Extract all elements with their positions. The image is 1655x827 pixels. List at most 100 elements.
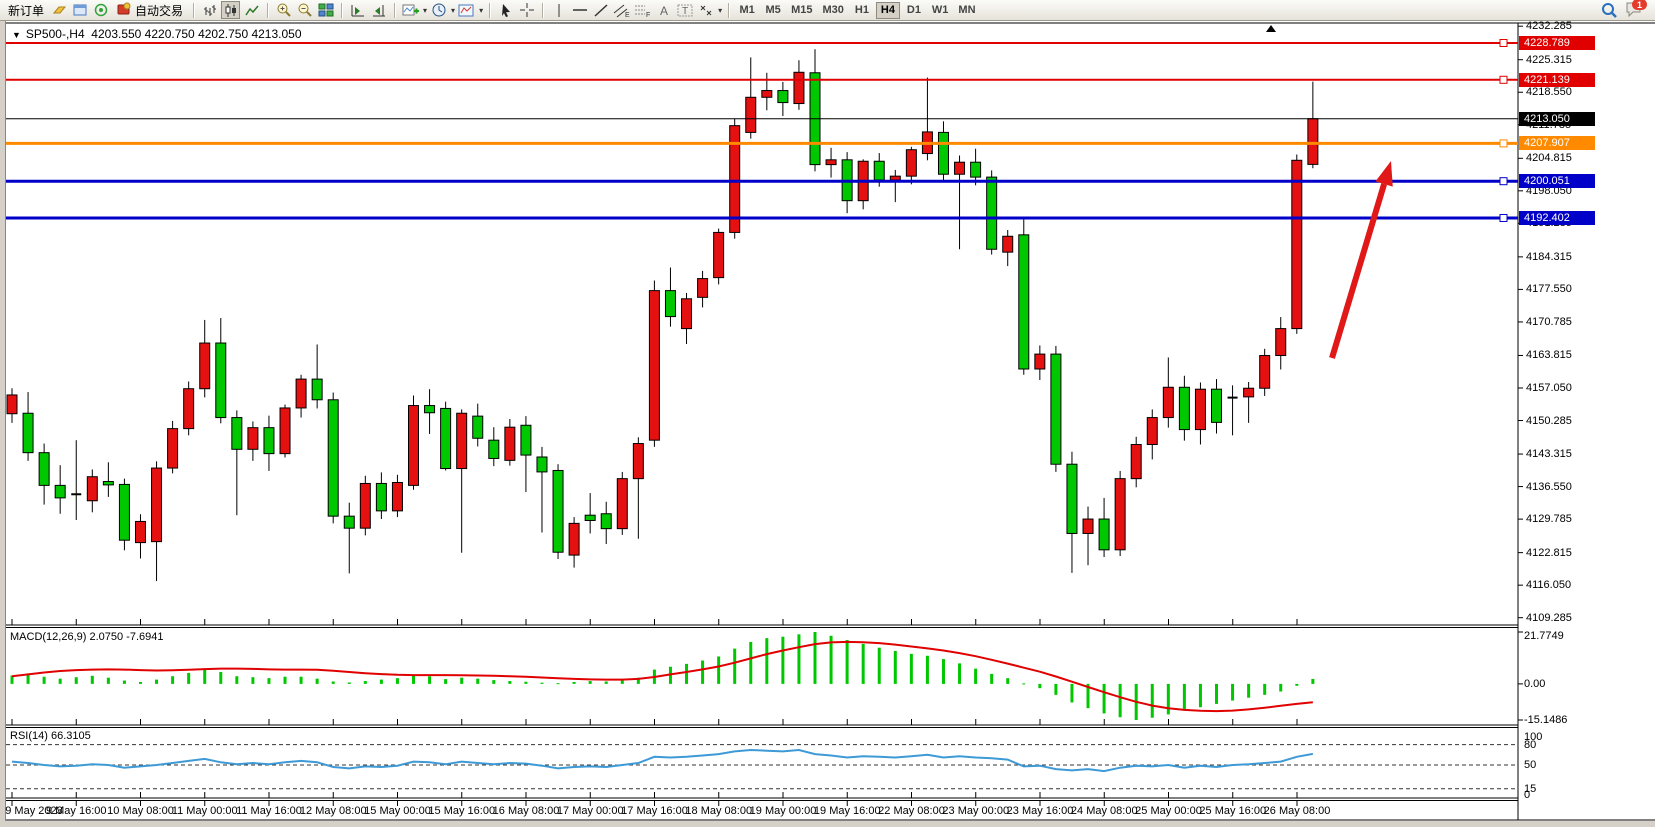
- metaeditor-icon[interactable]: [50, 1, 69, 19]
- svg-text:E: E: [625, 12, 630, 18]
- candle-body: [375, 482, 387, 512]
- price-tick-label: 4177.550: [1526, 283, 1572, 296]
- macd-histogram-bar: [283, 676, 287, 684]
- timeframe-m5-button[interactable]: M5: [765, 4, 781, 16]
- hline-handle[interactable]: [1499, 213, 1508, 222]
- add-indicator-caret-icon[interactable]: ▾: [423, 5, 428, 15]
- timeframe-m15-button[interactable]: M15: [791, 4, 813, 16]
- template-icon[interactable]: [457, 1, 476, 19]
- line-chart-icon[interactable]: [242, 1, 261, 19]
- trendline-tool-icon[interactable]: [591, 1, 610, 19]
- zoom-in-icon[interactable]: [274, 1, 293, 19]
- timeframe-m30-button[interactable]: M30: [822, 4, 844, 16]
- candle-body: [954, 161, 966, 175]
- candle-body: [215, 342, 227, 419]
- candle-body: [745, 96, 757, 133]
- add-indicator-icon[interactable]: [401, 1, 420, 19]
- macd-histogram-bar: [733, 648, 737, 684]
- macd-histogram-bar: [171, 676, 175, 684]
- macd-histogram-bar: [604, 681, 608, 684]
- notifications-chat-icon[interactable]: 1: [1625, 0, 1647, 19]
- price-tick-label: 4184.315: [1526, 250, 1572, 263]
- candle-body: [825, 159, 837, 166]
- candle-body: [986, 176, 998, 250]
- autotrading-button[interactable]: 自动交易: [113, 1, 187, 19]
- candle-body: [1162, 386, 1174, 419]
- collapse-chart-icon[interactable]: ▼: [12, 30, 21, 40]
- timeframe-h4-button[interactable]: H4: [875, 1, 900, 19]
- bar-chart-icon[interactable]: [200, 1, 219, 19]
- macd-histogram-bar: [122, 680, 126, 684]
- macd-histogram-bar: [1150, 683, 1154, 718]
- arrows-tool-icon[interactable]: [696, 1, 715, 19]
- candle-body: [970, 161, 982, 178]
- zoom-out-icon[interactable]: [295, 1, 314, 19]
- autotrading-icon: [117, 2, 132, 18]
- candle-body: [1050, 353, 1062, 465]
- vertical-line-tool-icon[interactable]: [549, 1, 568, 19]
- hline-handle[interactable]: [1499, 139, 1508, 148]
- price-tick-label: 4163.815: [1526, 349, 1572, 362]
- periods-caret-icon[interactable]: ▾: [451, 5, 456, 15]
- new-order-button[interactable]: 新订单: [4, 1, 48, 19]
- auto-scroll-icon[interactable]: [369, 1, 388, 19]
- candle-body: [488, 439, 500, 459]
- candle-body: [1098, 518, 1110, 551]
- timeframe-mn-button[interactable]: MN: [958, 4, 976, 16]
- rsi-axis-label: 100: [1524, 731, 1543, 743]
- text-tool-icon[interactable]: A: [654, 1, 673, 19]
- timeframe-d1-button[interactable]: D1: [906, 4, 921, 16]
- candle-body: [1066, 463, 1078, 534]
- macd-histogram-bar: [1215, 683, 1218, 704]
- hline-handle[interactable]: [1499, 75, 1508, 84]
- time-label: 17 May 16:00: [621, 805, 688, 817]
- timeframe-h1-button[interactable]: H1: [854, 4, 869, 16]
- price-tick-label: 4143.315: [1526, 448, 1572, 461]
- candle-body: [1034, 353, 1046, 370]
- price-tick-label: 4225.315: [1526, 53, 1572, 66]
- macd-histogram-bar: [845, 640, 849, 684]
- macd-histogram-bar: [379, 679, 383, 684]
- crosshair-icon[interactable]: [517, 1, 536, 19]
- autotrading-label: 自动交易: [135, 3, 184, 18]
- trend-arrow-shaft[interactable]: [1329, 183, 1387, 359]
- macd-histogram-bar: [1247, 683, 1251, 698]
- time-label: 22 May 08:00: [878, 805, 945, 817]
- candle-body: [391, 481, 403, 512]
- search-icon[interactable]: [1600, 1, 1619, 19]
- macd-histogram-bar: [1198, 683, 1202, 708]
- timeframe-m1-button[interactable]: M1: [739, 4, 755, 16]
- text-label-tool-icon[interactable]: T: [675, 1, 694, 19]
- chart-end-marker-icon[interactable]: [1266, 25, 1276, 32]
- quote-ohlc: 4203.550 4220.750 4202.750 4213.050: [91, 27, 302, 41]
- tile-windows-icon[interactable]: [316, 1, 335, 19]
- macd-histogram-bar: [861, 643, 865, 684]
- hline-handle[interactable]: [1499, 39, 1508, 47]
- macd-histogram-bar: [1102, 683, 1106, 714]
- template-caret-icon[interactable]: ▾: [479, 5, 484, 15]
- candle-body: [279, 407, 291, 455]
- periods-clock-icon[interactable]: [429, 1, 448, 19]
- equidistant-channel-tool-icon[interactable]: E: [612, 1, 631, 19]
- horizontal-line-tool-icon[interactable]: [570, 1, 589, 19]
- signal-icon[interactable]: [92, 1, 111, 19]
- trend-arrow-head[interactable]: [1375, 161, 1393, 187]
- macd-histogram-bar: [1231, 683, 1235, 701]
- cursor-icon[interactable]: [496, 1, 515, 19]
- time-label: 23 May 00:00: [942, 805, 1010, 817]
- candle-body: [1211, 388, 1222, 423]
- chart-shift-icon[interactable]: [348, 1, 367, 19]
- macd-histogram-bar: [138, 681, 142, 684]
- fibonacci-tool-icon[interactable]: F: [633, 1, 652, 19]
- arrows-caret-icon[interactable]: ▾: [718, 5, 723, 15]
- candle-body: [343, 515, 355, 529]
- candle-body: [151, 467, 163, 543]
- hline-handle[interactable]: [1499, 177, 1508, 186]
- terminal-icon[interactable]: [71, 1, 90, 19]
- symbol-timeframe: SP500-,H4: [25, 27, 85, 41]
- price-badge: 4228.789: [1519, 36, 1595, 50]
- timeframe-w1-button[interactable]: W1: [931, 4, 949, 16]
- candlestick-chart-icon[interactable]: [221, 1, 241, 19]
